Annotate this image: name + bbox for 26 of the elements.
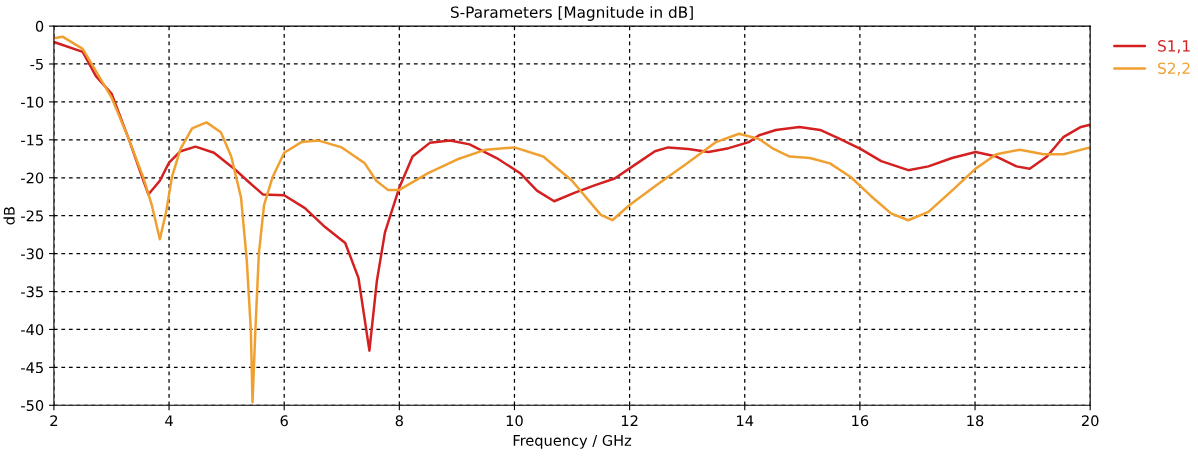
y-tick-label: -20 <box>21 172 44 184</box>
x-tick-label: 8 <box>395 415 403 427</box>
x-tick-label: 12 <box>621 415 638 427</box>
x-axis-title: Frequency / GHz <box>513 434 632 449</box>
y-tick-label: -40 <box>21 324 44 336</box>
x-tick-label: 14 <box>737 415 754 427</box>
x-tick-label: 18 <box>967 415 984 427</box>
y-tick-label: -50 <box>21 399 44 412</box>
y-tick-label: -30 <box>21 248 44 260</box>
y-tick-label: 0 <box>35 20 44 32</box>
x-tick-label: 4 <box>165 415 173 427</box>
y-tick-label: -5 <box>30 58 43 70</box>
y-tick-label: -10 <box>21 96 44 108</box>
legend-label: S1,1 <box>1158 40 1190 54</box>
x-tick-label: 6 <box>280 415 288 427</box>
y-tick-label: -15 <box>21 134 43 146</box>
chart-title: S-Parameters [Magnitude in dB] <box>450 6 693 21</box>
x-tick-label: 20 <box>1081 415 1099 427</box>
x-tick-label: 16 <box>852 415 869 427</box>
x-tick-label: 10 <box>506 415 523 427</box>
legend-label: S2,2 <box>1158 62 1190 76</box>
y-axis-title: dB <box>3 207 15 225</box>
x-tick-label: 2 <box>50 415 58 427</box>
y-tick-label: -35 <box>21 286 43 298</box>
y-tick-label: -45 <box>21 362 43 374</box>
y-tick-label: -25 <box>21 210 43 222</box>
